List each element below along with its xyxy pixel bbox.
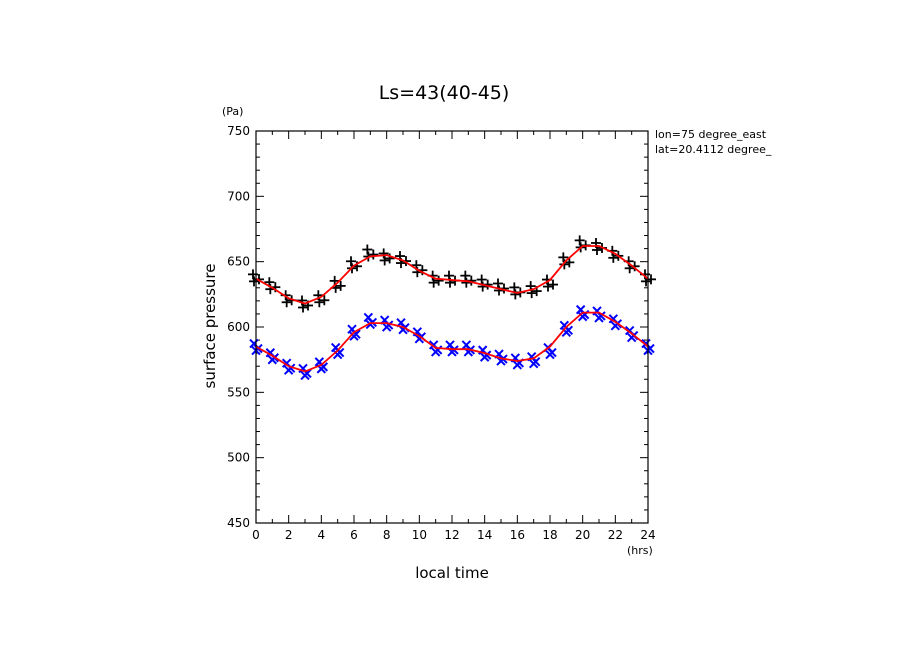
plus-marker — [378, 248, 395, 266]
x-tick-label: 22 — [608, 528, 623, 542]
x-tick-label: 18 — [542, 528, 557, 542]
x-tick-label: 16 — [510, 528, 525, 542]
y-tick-label: 550 — [227, 385, 250, 399]
y-tick-label: 650 — [227, 255, 250, 269]
y-unit-label: (Pa) — [222, 105, 243, 118]
x-axis-label: local time — [415, 564, 489, 582]
x-tick-label: 24 — [640, 528, 655, 542]
plus-marker — [460, 270, 477, 288]
y-axis-label: surface pressure — [201, 264, 219, 389]
x-tick-label: 0 — [252, 528, 260, 542]
y-tick-label: 750 — [227, 124, 250, 138]
plus-marker — [427, 270, 444, 288]
chart-title: Ls=43(40-45) — [379, 82, 510, 104]
x-tick-label: 14 — [477, 528, 492, 542]
y-tick-label: 500 — [227, 451, 250, 465]
x-marker — [265, 348, 280, 365]
x-tick-label: 2 — [285, 528, 293, 542]
plot-frame — [255, 130, 649, 524]
fit-line-3 — [255, 311, 649, 373]
plus-marker — [558, 252, 575, 270]
x-tick-label: 4 — [318, 528, 326, 542]
x-unit-label: (hrs) — [627, 544, 653, 557]
y-tick-label: 700 — [227, 189, 250, 203]
x-marker — [592, 306, 606, 323]
fit-line-2 — [255, 245, 649, 305]
axis-ticks: 0 2 4 6 8 10 12 14 16 18 20 22 244505005506006507007… — [227, 124, 656, 542]
plus-marker — [509, 282, 526, 300]
x-marker — [347, 324, 361, 341]
series-layer — [248, 235, 656, 381]
y-tick-label: 600 — [227, 320, 250, 334]
annotation-lon: lon=75 degree_east — [655, 128, 767, 141]
y-tick-label: 450 — [227, 516, 250, 530]
annotation-lat: lat=20.4112 degree_ — [655, 143, 772, 156]
x-marker — [641, 338, 655, 356]
x-tick-label: 12 — [444, 528, 459, 542]
x-tick-label: 20 — [575, 528, 590, 542]
x-tick-label: 8 — [383, 528, 391, 542]
plus-marker — [525, 281, 542, 299]
x-tick-label: 10 — [412, 528, 427, 542]
x-tick-label: 6 — [350, 528, 358, 542]
x-marker — [559, 320, 574, 338]
plus-marker — [411, 260, 428, 278]
plus-marker — [493, 278, 509, 296]
plus-marker — [329, 275, 346, 293]
